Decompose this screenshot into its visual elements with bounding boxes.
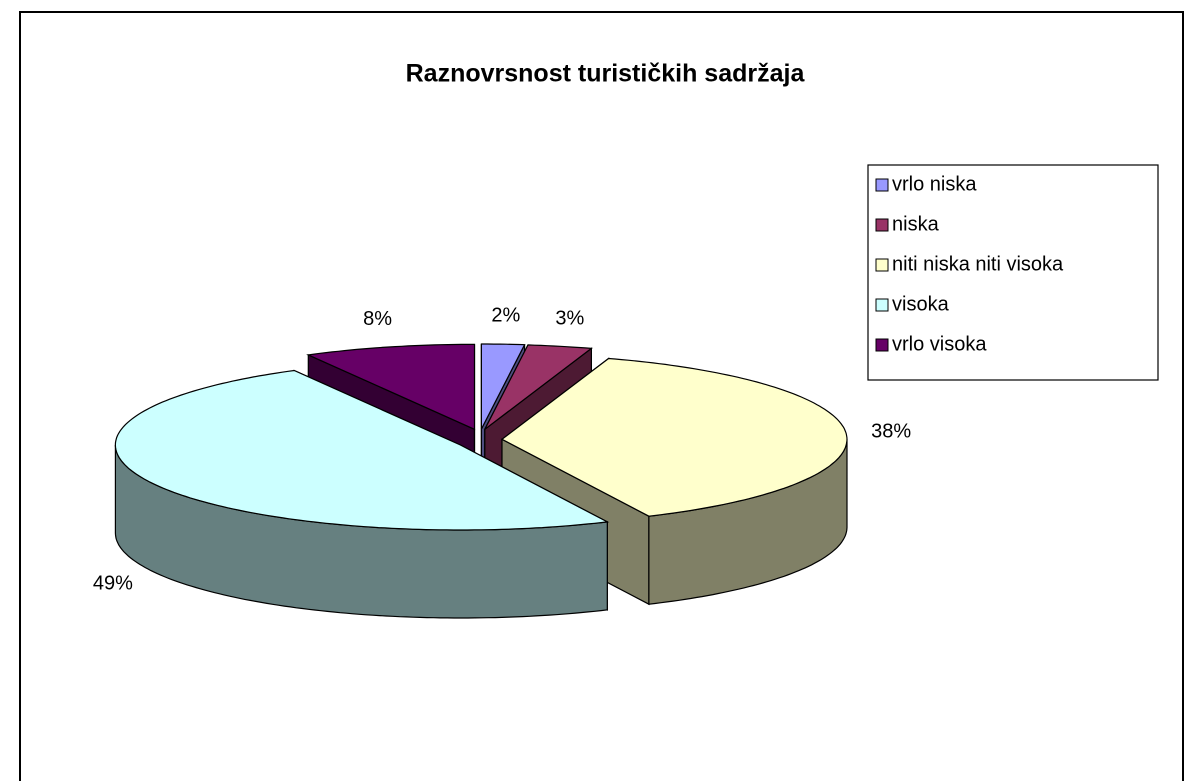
data-label: 2%: [491, 305, 520, 327]
legend-label: niska: [892, 213, 940, 235]
legend-swatch: [875, 178, 889, 192]
legend-label: vrlo niska: [892, 173, 977, 195]
data-label: 38%: [871, 420, 911, 442]
slice: [484, 344, 594, 430]
slice: [114, 369, 610, 531]
legend-box: [867, 164, 1159, 381]
legend-swatch: [875, 258, 889, 272]
slice: [480, 343, 526, 430]
slice: [500, 357, 848, 517]
data-label: 3%: [555, 307, 584, 329]
legend-swatch: [875, 218, 889, 232]
data-label: 8%: [363, 308, 392, 330]
legend-swatch: [875, 298, 889, 312]
data-label: 49%: [93, 573, 133, 595]
slice: [306, 343, 476, 431]
legend-label: niti niska niti visoka: [892, 253, 1064, 275]
legend-label: visoka: [892, 293, 950, 315]
legend-label: vrlo visoka: [892, 333, 987, 355]
legend-swatch: [875, 338, 889, 352]
chart-title: Raznovrsnost turističkih sadržaja: [406, 60, 806, 88]
